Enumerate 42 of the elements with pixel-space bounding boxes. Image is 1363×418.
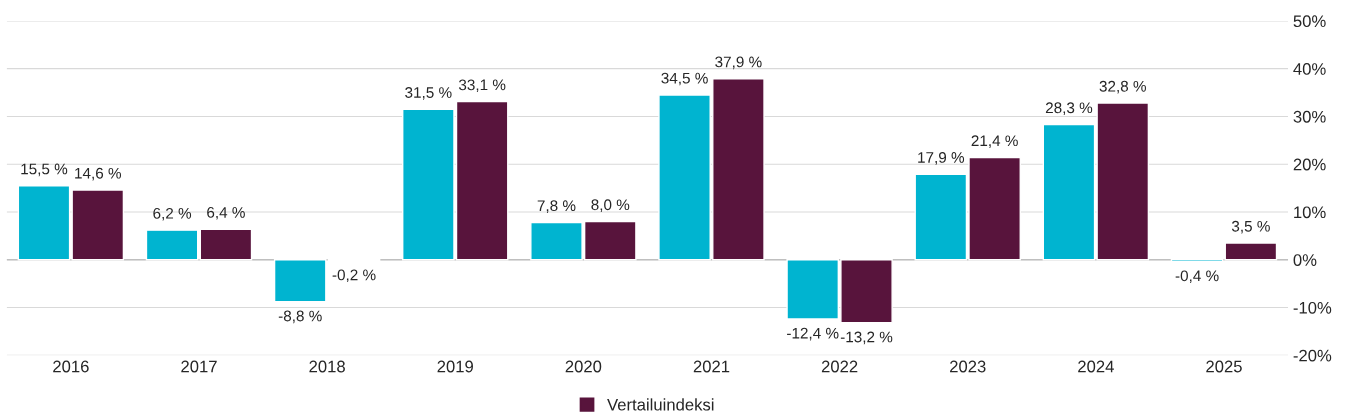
x-tick-label: 2021 (693, 360, 730, 373)
bar (145, 229, 199, 261)
x-tick-label: 2018 (309, 360, 345, 373)
x-tick-label: 2022 (821, 360, 858, 373)
data-label: 17,9 % (918, 152, 965, 165)
x-tick-label: 2023 (950, 360, 986, 373)
data-label: 3,5 % (1231, 220, 1270, 234)
data-label: -0,2 % (332, 269, 376, 283)
data-label: 31,5 % (405, 87, 452, 100)
data-label: 6,2 % (153, 207, 192, 221)
bar (199, 228, 253, 261)
data-label: 6,4 % (207, 206, 245, 220)
y-tick-label: 10% (1294, 206, 1326, 219)
x-tick-label: 2016 (53, 360, 89, 373)
legend-label: Vertailuindeksi (607, 398, 714, 411)
data-label: -13,2 % (840, 331, 893, 345)
data-label: 28,3 % (1045, 102, 1093, 115)
data-label: 37,9 % (715, 56, 762, 70)
y-tick-label: 50% (1293, 15, 1326, 28)
y-tick-label: 0% (1293, 254, 1317, 266)
x-tick-label: 2017 (181, 360, 217, 373)
y-tick-label: 40% (1293, 63, 1326, 75)
y-tick-label: 20% (1293, 158, 1326, 171)
data-label: 32,8 % (1099, 80, 1146, 94)
data-label: 34,5 % (661, 72, 708, 86)
data-label: 15,5 % (21, 163, 68, 177)
data-label: 21,4 % (971, 135, 1018, 148)
y-tick-label: -10% (1293, 301, 1332, 314)
data-label: 14,6 % (75, 167, 122, 181)
bar (1224, 242, 1278, 261)
y-tick-label: -20% (1293, 349, 1332, 362)
x-tick-label: 2024 (1078, 360, 1114, 373)
data-label: 8,0 % (591, 199, 630, 212)
x-tick-label: 2020 (565, 360, 602, 373)
x-tick-label: 2025 (1206, 360, 1242, 373)
y-tick-label: 30% (1293, 110, 1326, 123)
x-tick-label: 2019 (437, 360, 473, 373)
data-label: -12,4 % (787, 327, 839, 341)
data-label: -8,8 % (278, 310, 322, 324)
data-label: 7,8 % (537, 200, 576, 213)
data-label: -0,4 % (1175, 270, 1219, 284)
data-label: 33,1 % (458, 79, 506, 93)
